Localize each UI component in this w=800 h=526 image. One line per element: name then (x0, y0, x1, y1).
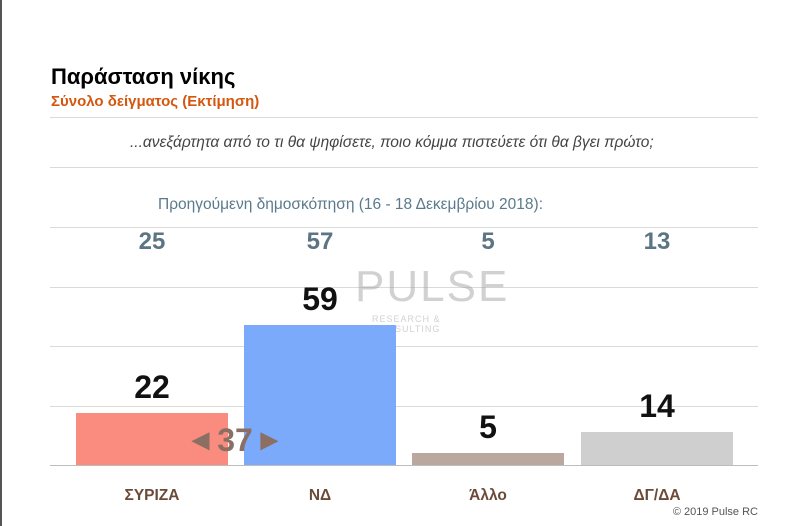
gridline (50, 406, 758, 407)
category-label-dkna: ΔΓ/ΔΑ (633, 487, 681, 504)
gridline (50, 167, 758, 168)
survey-question: ...ανεξάρτητα από το τι θα ψηφίσετε, ποι… (130, 134, 654, 151)
gridline (50, 227, 758, 228)
lead-value: 37 (217, 421, 253, 458)
lead-indicator: ◀ 37 ▶ (170, 420, 300, 460)
gridline (50, 346, 758, 347)
previous-value-nd: 57 (306, 228, 334, 255)
previous-poll-label: Προηγούμενη δημοσκόπηση (16 - 18 Δεκεμβρ… (158, 196, 544, 213)
bar-value-label-nd: 59 (302, 281, 338, 317)
gridline (50, 287, 758, 288)
pulse-logo-watermark: PULSE RESEARCH & CONSULTING (355, 262, 510, 334)
gridline (50, 117, 758, 118)
bar-nd (244, 325, 396, 465)
bar-other (412, 453, 564, 465)
right-arrow-icon: ▶ (260, 427, 278, 452)
category-label-other: Άλλο (469, 487, 507, 504)
previous-value-syriza: 25 (138, 228, 166, 255)
window-left-border (0, 0, 2, 526)
bar-value-label-dkna: 14 (639, 387, 675, 424)
bar-syriza (76, 412, 228, 465)
category-label-syriza: ΣΥΡΙΖΑ (124, 487, 180, 504)
copyright-notice: © 2019 Pulse RC (672, 506, 758, 518)
left-arrow-icon: ◀ (192, 427, 210, 452)
bar-dkna (581, 431, 733, 465)
category-label-nd: ΝΔ (308, 487, 332, 504)
previous-value-other: 5 (481, 228, 495, 255)
previous-value-dkna: 13 (643, 228, 671, 255)
chart-title: Παράσταση νίκης (51, 64, 236, 89)
bar-value-label-other: 5 (479, 409, 497, 446)
bar-value-label-syriza: 22 (134, 368, 170, 405)
x-axis-baseline (50, 465, 758, 466)
chart-subtitle: Σύνολο δείγματος (Εκτίμηση) (51, 93, 260, 110)
